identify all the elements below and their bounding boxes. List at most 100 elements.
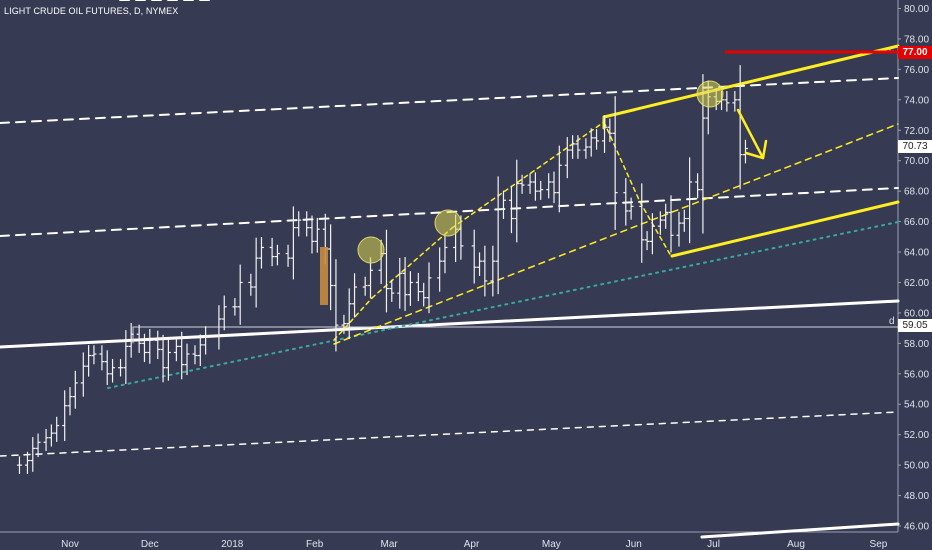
lower-dashed-line bbox=[0, 411, 899, 457]
price-bar bbox=[86, 345, 92, 377]
yellow-zigzag-segment bbox=[639, 201, 672, 257]
price-bar bbox=[644, 231, 650, 251]
price-bar bbox=[165, 339, 171, 381]
projection-arrow-line bbox=[736, 108, 765, 160]
price-bar bbox=[104, 350, 110, 386]
price-bar bbox=[437, 247, 443, 292]
price-bar bbox=[248, 273, 254, 296]
price-bar bbox=[495, 176, 501, 295]
price-tick-label: 52.00 bbox=[904, 430, 929, 441]
price-bar bbox=[500, 190, 506, 220]
support-line bbox=[0, 299, 900, 349]
price-bar bbox=[687, 157, 693, 244]
time-tick-label: Aug bbox=[787, 539, 805, 550]
price-bar bbox=[668, 195, 674, 253]
projection-arrow-head bbox=[744, 139, 768, 160]
price-bar bbox=[67, 387, 73, 416]
price-bar bbox=[352, 273, 358, 318]
time-tick-label: Dec bbox=[141, 539, 159, 550]
price-bar bbox=[695, 173, 701, 199]
price-bar bbox=[556, 145, 562, 213]
price-bar bbox=[490, 245, 496, 297]
price-bar bbox=[62, 390, 68, 441]
price-bar bbox=[628, 197, 634, 220]
price-bar bbox=[681, 209, 687, 232]
resistance-price-tag: 77.00 bbox=[898, 46, 932, 59]
price-bar bbox=[519, 174, 525, 194]
price-bar bbox=[368, 257, 374, 299]
yellow-zigzag-segment bbox=[451, 121, 605, 229]
price-bar bbox=[72, 370, 78, 409]
time-tick-label: Nov bbox=[61, 539, 79, 550]
price-tick-label: 46.00 bbox=[904, 522, 929, 533]
price-bar bbox=[397, 257, 403, 309]
corner-label-c: c bbox=[889, 44, 894, 55]
price-bar bbox=[328, 224, 334, 311]
time-tick-label: Mar bbox=[381, 539, 399, 550]
price-bar bbox=[179, 331, 185, 380]
price-tick-label: 80.00 bbox=[904, 4, 929, 15]
price-bar bbox=[304, 211, 310, 237]
price-bar bbox=[607, 118, 613, 143]
price-bar bbox=[551, 171, 557, 204]
price-bar bbox=[141, 333, 147, 363]
price-bar bbox=[564, 137, 570, 179]
price-bar bbox=[594, 129, 600, 150]
price-bar bbox=[147, 329, 153, 364]
price-bar bbox=[290, 206, 296, 280]
price-tick-label: 72.00 bbox=[904, 126, 929, 137]
price-tick-label: 78.00 bbox=[904, 34, 929, 45]
price-bar bbox=[482, 245, 488, 297]
price-tick-label: 48.00 bbox=[904, 491, 929, 502]
price-tick-label: 64.00 bbox=[904, 248, 929, 259]
bottom-support-line bbox=[700, 522, 900, 539]
price-bar bbox=[237, 264, 243, 325]
price-tick-label: 68.00 bbox=[904, 187, 929, 198]
price-bar bbox=[136, 324, 142, 353]
yellow-zigzag-segment bbox=[371, 227, 453, 299]
price-bar bbox=[588, 128, 594, 157]
price-bar bbox=[314, 217, 320, 253]
level-price-tag: 59.05 bbox=[898, 319, 932, 332]
yellow-dashed-median bbox=[333, 123, 899, 345]
price-bar bbox=[362, 276, 368, 296]
price-tick-label: 70.00 bbox=[904, 156, 929, 167]
price-bar bbox=[583, 138, 589, 159]
price-bar bbox=[192, 345, 198, 365]
price-bar bbox=[527, 173, 533, 194]
price-tick-label: 58.00 bbox=[904, 339, 929, 350]
price-bar bbox=[221, 295, 227, 331]
price-bar bbox=[737, 65, 743, 190]
price-bar bbox=[128, 322, 134, 358]
price-bar bbox=[732, 91, 738, 112]
price-bar bbox=[602, 115, 608, 154]
price-tick-label: 50.00 bbox=[904, 461, 929, 472]
time-tick-label: Jun bbox=[626, 539, 642, 550]
price-bar bbox=[285, 244, 291, 267]
price-bar bbox=[407, 271, 413, 306]
price-bar bbox=[16, 456, 22, 474]
price-bar bbox=[538, 180, 544, 200]
orange-drop-box bbox=[320, 247, 328, 305]
teal-dotted-trendline bbox=[107, 221, 899, 389]
price-bar bbox=[258, 237, 264, 269]
price-tick-label: 74.00 bbox=[904, 95, 929, 106]
price-bar bbox=[54, 416, 60, 442]
price-bar bbox=[155, 330, 161, 360]
price-bar bbox=[197, 334, 203, 366]
price-bar bbox=[35, 433, 41, 458]
price-bar bbox=[91, 345, 97, 365]
price-bar bbox=[532, 172, 538, 201]
price-tick-label: 76.00 bbox=[904, 65, 929, 76]
yellow-zigzag-segment bbox=[603, 121, 641, 203]
price-tick-label: 56.00 bbox=[904, 369, 929, 380]
price-bar bbox=[118, 358, 124, 377]
price-bar bbox=[346, 288, 352, 340]
price-bar bbox=[508, 185, 514, 234]
price-tick-label: 62.00 bbox=[904, 278, 929, 289]
price-bar bbox=[216, 305, 222, 350]
touch-point-circle bbox=[696, 80, 724, 108]
